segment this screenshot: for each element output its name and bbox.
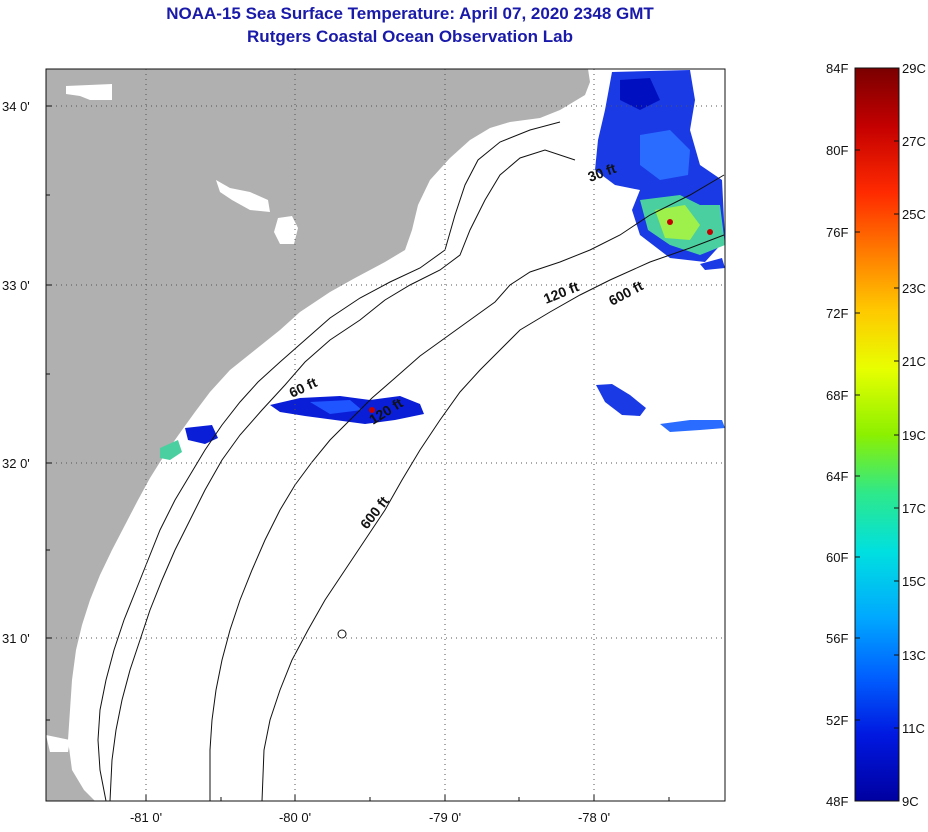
colorbar-c-label: 9C	[902, 794, 919, 809]
map-frame	[45, 68, 726, 802]
colorbar-c-label: 17C	[902, 501, 926, 516]
colorbar-f-label: 76F	[826, 225, 849, 240]
colorbar-f-label: 72F	[826, 306, 849, 321]
lat-tick-label: 34 0'	[2, 99, 30, 114]
lon-tick-label: -78 0'	[578, 810, 610, 825]
sst-patches	[160, 70, 725, 460]
lat-tick-label: 32 0'	[2, 456, 30, 471]
colorbar-c-label: 25C	[902, 207, 926, 222]
colorbar-f-label: 48F	[826, 794, 849, 809]
colorbar-c-label: 15C	[902, 574, 926, 589]
land-lake	[46, 735, 70, 752]
colorbar-c-label: 11C	[902, 721, 925, 736]
lat-tick-label: 33 0'	[2, 278, 30, 293]
isobath-contours	[97, 121, 725, 801]
colorbar	[854, 67, 900, 802]
land-lake	[274, 216, 298, 244]
colorbar-f-label: 80F	[826, 143, 849, 158]
graticule	[46, 69, 725, 801]
colorbar-c-label: 13C	[902, 648, 926, 663]
tick-marks	[46, 105, 670, 801]
lat-tick-label: 31 0'	[2, 631, 30, 646]
colorbar-f-label: 60F	[826, 550, 849, 565]
colorbar-ticks	[855, 140, 899, 729]
colorbar-c-label: 23C	[902, 281, 926, 296]
lon-tick-label: -80 0'	[279, 810, 311, 825]
map-subtitle: Rutgers Coastal Ocean Observation Lab	[247, 27, 573, 46]
land-lake	[216, 180, 270, 212]
colorbar-f-label: 52F	[826, 713, 849, 728]
lon-tick-label: -81 0'	[130, 810, 162, 825]
colorbar-f-label: 56F	[826, 631, 849, 646]
colorbar-f-label: 84F	[826, 61, 849, 76]
land-mass	[46, 69, 590, 801]
colorbar-c-label: 19C	[902, 428, 926, 443]
colorbar-c-label: 27C	[902, 134, 926, 149]
colorbar-c-label: 29C	[902, 61, 926, 76]
land-lake	[66, 84, 112, 100]
map-title: NOAA-15 Sea Surface Temperature: April 0…	[166, 4, 654, 23]
colorbar-c-label: 21C	[902, 354, 926, 369]
colorbar-f-label: 64F	[826, 469, 849, 484]
colorbar-f-label: 68F	[826, 388, 849, 403]
lon-tick-label: -79 0'	[429, 810, 461, 825]
